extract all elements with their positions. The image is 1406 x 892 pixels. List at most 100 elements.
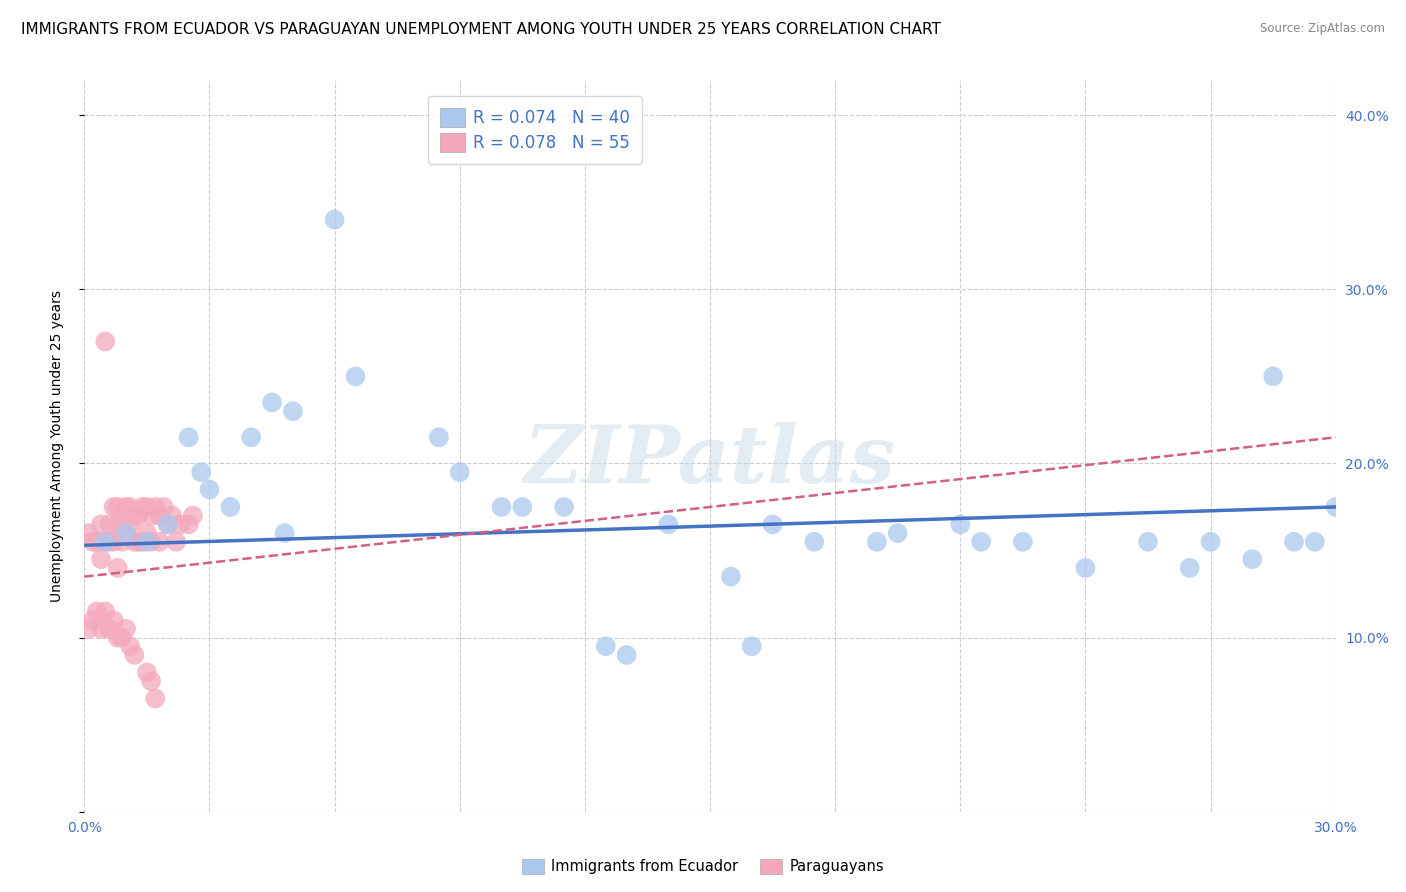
Point — [128, 534, 150, 549]
Point — [181, 508, 204, 523]
Point — [82, 534, 104, 549]
Point — [90, 622, 112, 636]
Point — [94, 604, 117, 618]
Point — [120, 517, 142, 532]
Point — [1263, 369, 1285, 384]
Point — [98, 534, 121, 549]
Point — [98, 517, 121, 532]
Point — [139, 534, 162, 549]
Point — [762, 517, 785, 532]
Legend: Immigrants from Ecuador, Paraguayans: Immigrants from Ecuador, Paraguayans — [516, 853, 890, 880]
Point — [132, 500, 155, 514]
Point — [281, 404, 304, 418]
Point — [111, 534, 134, 549]
Point — [115, 500, 138, 514]
Point — [107, 500, 129, 514]
Point — [156, 517, 179, 532]
Point — [427, 430, 450, 444]
Point — [132, 534, 155, 549]
Point — [136, 665, 159, 680]
Point — [323, 212, 346, 227]
Point — [82, 613, 104, 627]
Point — [139, 508, 162, 523]
Point — [152, 500, 174, 514]
Point — [120, 640, 142, 654]
Legend: R = 0.074   N = 40, R = 0.078   N = 55: R = 0.074 N = 40, R = 0.078 N = 55 — [427, 96, 641, 163]
Point — [344, 369, 367, 384]
Point — [124, 534, 146, 549]
Point — [1178, 561, 1201, 575]
Point — [103, 500, 125, 514]
Point — [94, 534, 117, 549]
Y-axis label: Unemployment Among Youth under 25 years: Unemployment Among Youth under 25 years — [49, 290, 63, 602]
Point — [86, 604, 108, 618]
Point — [107, 517, 129, 532]
Point — [124, 648, 146, 662]
Point — [124, 508, 146, 523]
Point — [156, 517, 179, 532]
Point — [94, 534, 117, 549]
Point — [111, 631, 134, 645]
Point — [115, 622, 138, 636]
Point — [103, 534, 125, 549]
Point — [136, 526, 159, 541]
Point — [148, 534, 170, 549]
Point — [1282, 534, 1305, 549]
Point — [262, 395, 284, 409]
Point — [169, 517, 191, 532]
Point — [595, 640, 617, 654]
Point — [111, 508, 134, 523]
Point — [77, 622, 100, 636]
Point — [143, 691, 166, 706]
Point — [803, 534, 825, 549]
Point — [94, 334, 117, 349]
Point — [103, 613, 125, 627]
Point — [553, 500, 575, 514]
Point — [128, 508, 150, 523]
Point — [1136, 534, 1159, 549]
Point — [136, 500, 159, 514]
Point — [86, 534, 108, 549]
Point — [160, 508, 183, 523]
Point — [1303, 534, 1326, 549]
Point — [1324, 500, 1347, 514]
Point — [491, 500, 513, 514]
Point — [120, 500, 142, 514]
Point — [720, 569, 742, 583]
Point — [449, 465, 471, 479]
Text: IMMIGRANTS FROM ECUADOR VS PARAGUAYAN UNEMPLOYMENT AMONG YOUTH UNDER 25 YEARS CO: IMMIGRANTS FROM ECUADOR VS PARAGUAYAN UN… — [21, 22, 941, 37]
Point — [741, 640, 763, 654]
Point — [98, 622, 121, 636]
Point — [866, 534, 889, 549]
Point — [143, 500, 166, 514]
Point — [90, 517, 112, 532]
Point — [219, 500, 242, 514]
Point — [1012, 534, 1035, 549]
Point — [177, 517, 200, 532]
Point — [77, 526, 100, 541]
Point — [240, 430, 263, 444]
Point — [1199, 534, 1222, 549]
Point — [165, 534, 187, 549]
Point — [115, 526, 138, 541]
Point — [198, 483, 221, 497]
Point — [107, 561, 129, 575]
Point — [139, 674, 162, 689]
Point — [616, 648, 638, 662]
Point — [657, 517, 679, 532]
Point — [1241, 552, 1264, 566]
Point — [1074, 561, 1097, 575]
Point — [107, 631, 129, 645]
Point — [190, 465, 212, 479]
Point — [512, 500, 534, 514]
Point — [273, 526, 295, 541]
Point — [148, 508, 170, 523]
Text: Source: ZipAtlas.com: Source: ZipAtlas.com — [1260, 22, 1385, 36]
Point — [115, 526, 138, 541]
Point — [90, 552, 112, 566]
Point — [970, 534, 993, 549]
Point — [177, 430, 200, 444]
Point — [136, 534, 159, 549]
Text: ZIPatlas: ZIPatlas — [524, 422, 896, 500]
Point — [887, 526, 910, 541]
